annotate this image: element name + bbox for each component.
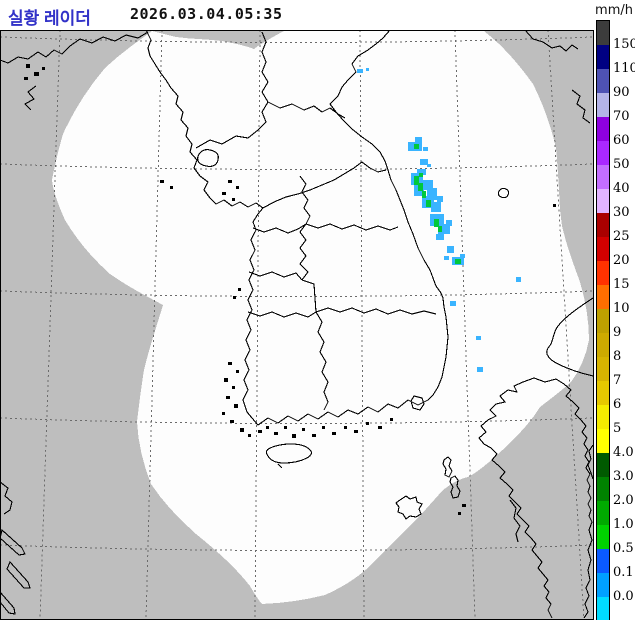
legend-segment bbox=[597, 597, 609, 620]
precipitation-echo-moderate bbox=[414, 144, 461, 264]
legend-tick-label: 110 bbox=[613, 61, 635, 76]
legend-tick-label: 2.0 bbox=[613, 493, 634, 508]
radar-map-canvas bbox=[0, 30, 594, 620]
legend-segment bbox=[597, 405, 609, 429]
legend-tick-label: 0.0 bbox=[613, 589, 634, 604]
header-bar: 실황 레이더 2026.03.04.05:35 mm/h bbox=[0, 0, 635, 30]
japan-coastline bbox=[478, 297, 594, 619]
legend-segment bbox=[597, 21, 609, 45]
legend-tick-label: 1.0 bbox=[613, 517, 634, 532]
legend-segment bbox=[597, 69, 609, 93]
legend-segment bbox=[597, 261, 609, 285]
legend-tick-label: 90 bbox=[613, 85, 630, 100]
legend-segment bbox=[597, 237, 609, 261]
tsushima-islands bbox=[395, 456, 466, 520]
rainfall-color-bar bbox=[596, 20, 610, 620]
legend-tick-label: 30 bbox=[613, 205, 630, 220]
legend-tick-label: 25 bbox=[613, 229, 630, 244]
legend-tick-label: 20 bbox=[613, 253, 630, 268]
page-title: 실황 레이더 bbox=[8, 9, 91, 28]
china-coast-southwest bbox=[0, 481, 31, 615]
legend-segment bbox=[597, 333, 609, 357]
legend-segment bbox=[597, 525, 609, 549]
legend-unit-label: mm/h bbox=[595, 3, 633, 18]
legend-tick-label: 4.0 bbox=[613, 445, 634, 460]
legend-tick-label: 8 bbox=[613, 349, 622, 364]
legend-segment bbox=[597, 45, 609, 69]
legend-segment bbox=[597, 309, 609, 333]
legend-segment bbox=[597, 189, 609, 213]
south-korea-province-borders bbox=[247, 175, 437, 411]
legend-segment bbox=[597, 165, 609, 189]
legend-segment bbox=[597, 549, 609, 573]
legend-segment bbox=[597, 357, 609, 381]
legend-tick-label: 6 bbox=[613, 397, 622, 412]
graticule-grid bbox=[0, 30, 594, 620]
legend-segment bbox=[597, 429, 609, 453]
legend-segment bbox=[597, 573, 609, 597]
legend-tick-label: 15 bbox=[613, 277, 630, 292]
legend-tick-label: 5 bbox=[613, 421, 622, 436]
north-korea-province-borders bbox=[195, 31, 346, 167]
observation-datetime: 2026.03.04.05:35 bbox=[130, 5, 283, 23]
legend-tick-label: 7 bbox=[613, 373, 622, 388]
legend-tick-label: 50 bbox=[613, 157, 630, 172]
dokdo-island bbox=[553, 204, 556, 207]
legend-segment bbox=[597, 285, 609, 309]
radar-map-svg bbox=[0, 30, 594, 620]
legend-segment bbox=[597, 453, 609, 477]
ulleungdo-island bbox=[497, 187, 510, 199]
legend-segment bbox=[597, 93, 609, 117]
legend-tick-label: 10 bbox=[613, 301, 630, 316]
radar-coverage-area bbox=[52, 31, 589, 604]
legend-tick-label: 0.1 bbox=[613, 565, 634, 580]
legend-tick-label: 60 bbox=[613, 133, 630, 148]
rainfall-legend: 150 110 90 70 60 50 40 30 25 20 15 10 9 8 7 6 5 4.0 3.0 2.0… bbox=[596, 0, 635, 620]
northeast-coast bbox=[524, 30, 591, 124]
legend-segment bbox=[597, 381, 609, 405]
coastal-islands bbox=[160, 180, 425, 438]
legend-tick-label: 9 bbox=[613, 325, 622, 340]
jeju-island bbox=[265, 443, 312, 469]
legend-tick-label: 150 bbox=[613, 37, 635, 52]
legend-tick-label: 70 bbox=[613, 109, 630, 124]
legend-segment bbox=[597, 477, 609, 501]
korea-coastline bbox=[145, 30, 449, 426]
legend-tick-label: 3.0 bbox=[613, 469, 634, 484]
china-coast-northwest bbox=[0, 31, 149, 111]
legend-segment bbox=[597, 117, 609, 141]
legend-segment bbox=[597, 501, 609, 525]
legend-tick-label: 40 bbox=[613, 181, 630, 196]
legend-segment bbox=[597, 213, 609, 237]
legend-tick-label: 0.5 bbox=[613, 541, 634, 556]
legend-segment bbox=[597, 141, 609, 165]
